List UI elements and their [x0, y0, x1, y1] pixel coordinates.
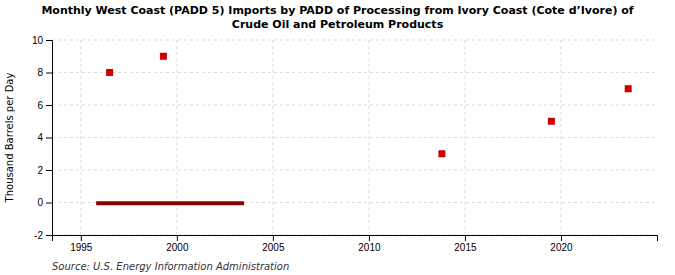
point [438, 150, 445, 157]
grid-line [52, 40, 657, 41]
point [160, 53, 167, 60]
grid-line [52, 105, 657, 106]
tick-mark [46, 138, 52, 139]
tick-mark [46, 73, 52, 74]
tick-label: 6 [37, 100, 43, 111]
grid [52, 40, 657, 235]
tick-mark [561, 235, 562, 241]
y-axis-title: Thousand Barrels per Day [4, 73, 15, 204]
grid-line [52, 202, 657, 203]
tick-label: 2000 [166, 242, 189, 253]
tick-mark [81, 235, 82, 241]
tick: 6 [37, 100, 52, 111]
title: Monthly West Coast (PADD 5) Imports by P… [41, 4, 633, 31]
grid-line [80, 40, 81, 235]
line [96, 201, 244, 205]
grid-line [272, 40, 273, 235]
y-axis: -2 0 2 4 6 8 10 [32, 35, 53, 241]
axis-line [46, 41, 53, 236]
point [625, 85, 632, 92]
tick: 2020 [550, 235, 573, 253]
tick: 2 [37, 165, 52, 176]
grid-line [464, 40, 465, 235]
tick: 2005 [262, 235, 285, 253]
grid-line [176, 40, 177, 235]
tick-label: 8 [37, 67, 43, 78]
tick: -2 [34, 230, 52, 241]
tick-label: 2015 [454, 242, 477, 253]
tick: 4 [37, 132, 52, 143]
tick-mark [273, 235, 274, 241]
source: Source: U.S. Energy Information Administ… [52, 261, 289, 272]
tick-mark [177, 235, 178, 241]
grid-line [52, 72, 657, 73]
tick: 2010 [358, 235, 381, 253]
tick: 8 [37, 67, 52, 78]
tick-mark [46, 203, 52, 204]
grid-line [52, 137, 657, 138]
chart: 1995 2000 2005 2010 2015 2020 -2 0 2 4 6 8 10 Monthly… [0, 0, 675, 275]
tick-label: 0 [37, 197, 43, 208]
point [548, 118, 555, 125]
tick-label: 2010 [358, 242, 381, 253]
tick: 1995 [70, 235, 93, 253]
tick-mark [46, 40, 52, 41]
grid-line [368, 40, 369, 235]
tick-mark [465, 235, 466, 241]
tick: 0 [37, 197, 52, 208]
tick-mark [46, 170, 52, 171]
tick-mark [369, 235, 370, 241]
axis-line [53, 236, 658, 242]
tick: 10 [32, 35, 52, 46]
grid-line [560, 40, 561, 235]
tick-label: 2005 [262, 242, 285, 253]
tick-label: -2 [34, 230, 43, 241]
tick-label: 10 [32, 35, 44, 46]
plot-area: 1995 2000 2005 2010 2015 2020 -2 0 2 4 6 8 10 [32, 35, 658, 253]
grid-line [52, 170, 657, 171]
tick-mark [46, 105, 52, 106]
point [106, 69, 113, 76]
tick: 2000 [166, 235, 189, 253]
x-axis: 1995 2000 2005 2010 2015 2020 [53, 235, 658, 253]
marks [96, 53, 632, 204]
tick-label: 2020 [550, 242, 573, 253]
tick-label: 2 [37, 165, 43, 176]
tick: 2015 [454, 235, 477, 253]
tick-label: 4 [37, 132, 43, 143]
tick-mark [46, 235, 52, 236]
tick-label: 1995 [70, 242, 93, 253]
